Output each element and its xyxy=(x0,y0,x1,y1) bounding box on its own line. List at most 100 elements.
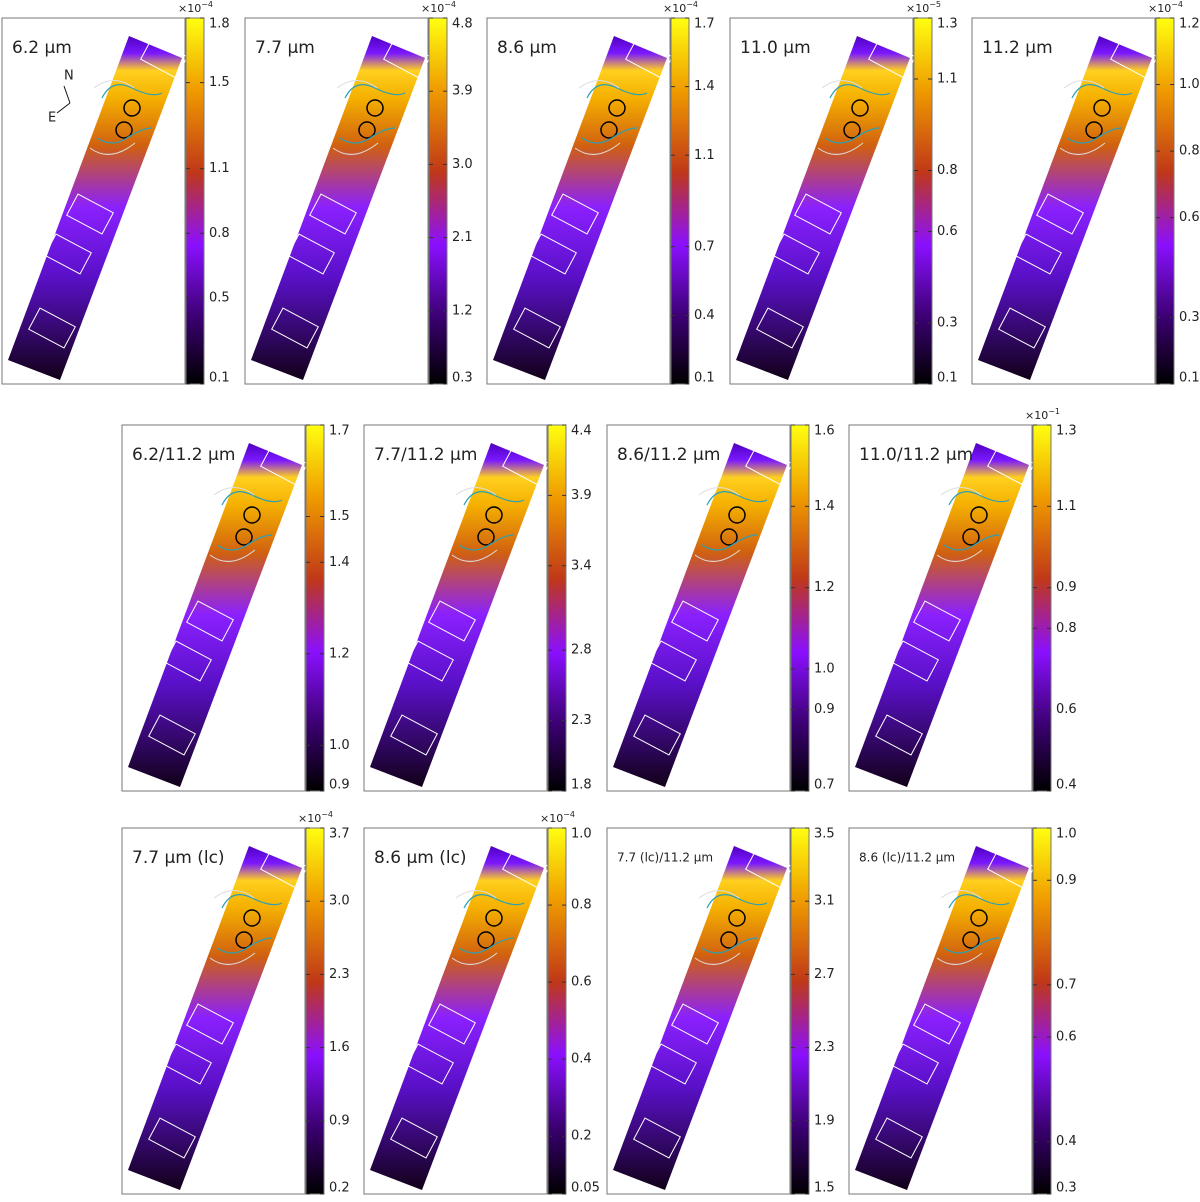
map-strip xyxy=(251,36,425,380)
colorbar-tick-label: 1.0 xyxy=(571,827,592,842)
colorbar xyxy=(1032,424,1052,792)
source-circle xyxy=(115,121,133,139)
scale-exponent: −5 xyxy=(929,0,941,9)
aperture-box xyxy=(513,307,561,349)
aperture-box xyxy=(148,1117,196,1159)
panel-title: 8.6 μm (lc) xyxy=(374,848,467,868)
colorbar xyxy=(547,827,567,1195)
map-strip xyxy=(855,443,1029,787)
contour xyxy=(216,491,283,551)
contour xyxy=(332,80,379,155)
colorbar-tick-label: 1.0 xyxy=(329,738,350,753)
aperture-box xyxy=(1036,193,1084,235)
source-circle xyxy=(235,528,253,546)
colorbar xyxy=(1155,17,1175,385)
colorbar-tick-label: 3.9 xyxy=(571,488,592,503)
source-circle xyxy=(970,909,988,927)
panel: 7.7 μm 0.3 1.2 2.1 3.0 3.9 4.8 ×10−4 xyxy=(244,0,473,386)
colorbar-tick-label: 0.4 xyxy=(571,1052,592,1067)
colorbar xyxy=(428,17,448,385)
colorbar-tick-label: 1.6 xyxy=(814,424,835,439)
source-circle xyxy=(477,931,495,949)
contour xyxy=(701,894,768,954)
compass-arrow xyxy=(56,102,71,114)
panel-title: 11.0 μm xyxy=(740,38,811,58)
aperture-box xyxy=(745,444,793,486)
panel-title: 8.6 (lc)/11.2 μm xyxy=(859,851,955,865)
colorbar-tick-label: 1.9 xyxy=(814,1113,835,1128)
aperture-box xyxy=(772,233,820,275)
colorbar-tick-label: 0.4 xyxy=(1056,778,1077,793)
aperture-box xyxy=(913,600,961,642)
colorbar-tick-label: 1.5 xyxy=(814,1181,835,1196)
scale-exponent: −4 xyxy=(686,0,698,9)
map-strip xyxy=(736,36,910,380)
colorbar xyxy=(790,424,810,792)
panel: 6.2/11.2 μm 0.9 1.0 1.2 1.4 1.5 1.7 xyxy=(121,424,350,793)
contour xyxy=(89,80,136,155)
scale-exponent: −4 xyxy=(444,0,456,9)
aperture-box xyxy=(1110,37,1158,79)
aperture-box xyxy=(309,193,357,235)
scale-base: ×10 xyxy=(421,2,444,15)
panel: 8.6 μm 0.1 0.4 0.7 1.1 1.4 1.7 ×10−4 xyxy=(486,0,715,386)
contour xyxy=(1059,80,1106,155)
map-strip xyxy=(370,443,544,787)
panel: 7.7 (lc)/11.2 μm 1.5 1.9 2.3 2.7 3.1 3.5 xyxy=(606,827,835,1196)
scale-base: ×10 xyxy=(298,812,321,825)
colorbar-tick-label: 2.8 xyxy=(571,643,592,658)
colorbar-tick-label: 0.8 xyxy=(1056,621,1077,636)
colorbar-tick-label: 1.0 xyxy=(1179,77,1200,92)
colorbar-tick-label: 0.9 xyxy=(329,1113,350,1128)
colorbar-tick-label: 3.9 xyxy=(452,84,473,99)
aperture-box xyxy=(633,1117,681,1159)
scale-base: ×10 xyxy=(540,812,563,825)
map-strip xyxy=(978,36,1152,380)
colorbar-tick-label: 1.2 xyxy=(814,580,835,595)
aperture-box xyxy=(756,307,804,349)
colorbar-tick-label: 0.3 xyxy=(1056,1181,1077,1196)
colorbar-tick-label: 1.0 xyxy=(1056,827,1077,842)
aperture-box xyxy=(649,640,697,682)
colorbar-tick-label: 0.7 xyxy=(814,778,835,793)
source-circle xyxy=(123,99,141,117)
colorbar-tick-label: 0.6 xyxy=(1056,1030,1077,1045)
colorbar-tick-label: 1.1 xyxy=(937,72,958,87)
aperture-box xyxy=(406,1043,454,1085)
compass-arrow xyxy=(63,85,71,104)
aperture-box xyxy=(164,1043,212,1085)
scale-base: ×10 xyxy=(906,2,929,15)
colorbar-tick-label: 0.9 xyxy=(1056,873,1077,888)
aperture-box xyxy=(390,1117,438,1159)
panel: 8.6/11.2 μm 0.7 0.9 1.0 1.2 1.4 1.6 xyxy=(606,424,835,793)
aperture-box xyxy=(794,193,842,235)
panel: 7.7 μm (lc)0.20.91.62.33.03.7×10−4 xyxy=(121,810,350,1196)
colorbar-scale: ×10−5 xyxy=(906,0,941,15)
colorbar-tick-label: 0.6 xyxy=(1056,702,1077,717)
source-circle xyxy=(243,506,261,524)
source-circle xyxy=(1093,99,1111,117)
scale-base: ×10 xyxy=(1025,409,1048,422)
aperture-box xyxy=(383,37,431,79)
compass-label: N xyxy=(64,69,74,84)
map-strip xyxy=(493,36,667,380)
colorbar-tick-label: 1.4 xyxy=(694,79,715,94)
colorbar-tick-label: 0.1 xyxy=(209,371,230,386)
colorbar xyxy=(1032,827,1052,1195)
colorbar-tick-label: 0.9 xyxy=(1056,580,1077,595)
aperture-box xyxy=(671,1003,719,1045)
aperture-box xyxy=(406,640,454,682)
contour xyxy=(817,80,864,155)
map-strip xyxy=(613,846,787,1190)
aperture-box xyxy=(260,444,308,486)
colorbar-tick-label: 0.6 xyxy=(937,224,958,239)
map-strip xyxy=(8,36,182,380)
colorbar xyxy=(305,827,325,1195)
colorbar-scale: ×10−4 xyxy=(540,810,575,826)
aperture-box xyxy=(875,714,923,756)
aperture-box xyxy=(164,640,212,682)
colorbar-tick-label: 1.2 xyxy=(1179,17,1200,32)
source-circle xyxy=(477,528,495,546)
aperture-box xyxy=(186,600,234,642)
aperture-box xyxy=(1014,233,1062,275)
